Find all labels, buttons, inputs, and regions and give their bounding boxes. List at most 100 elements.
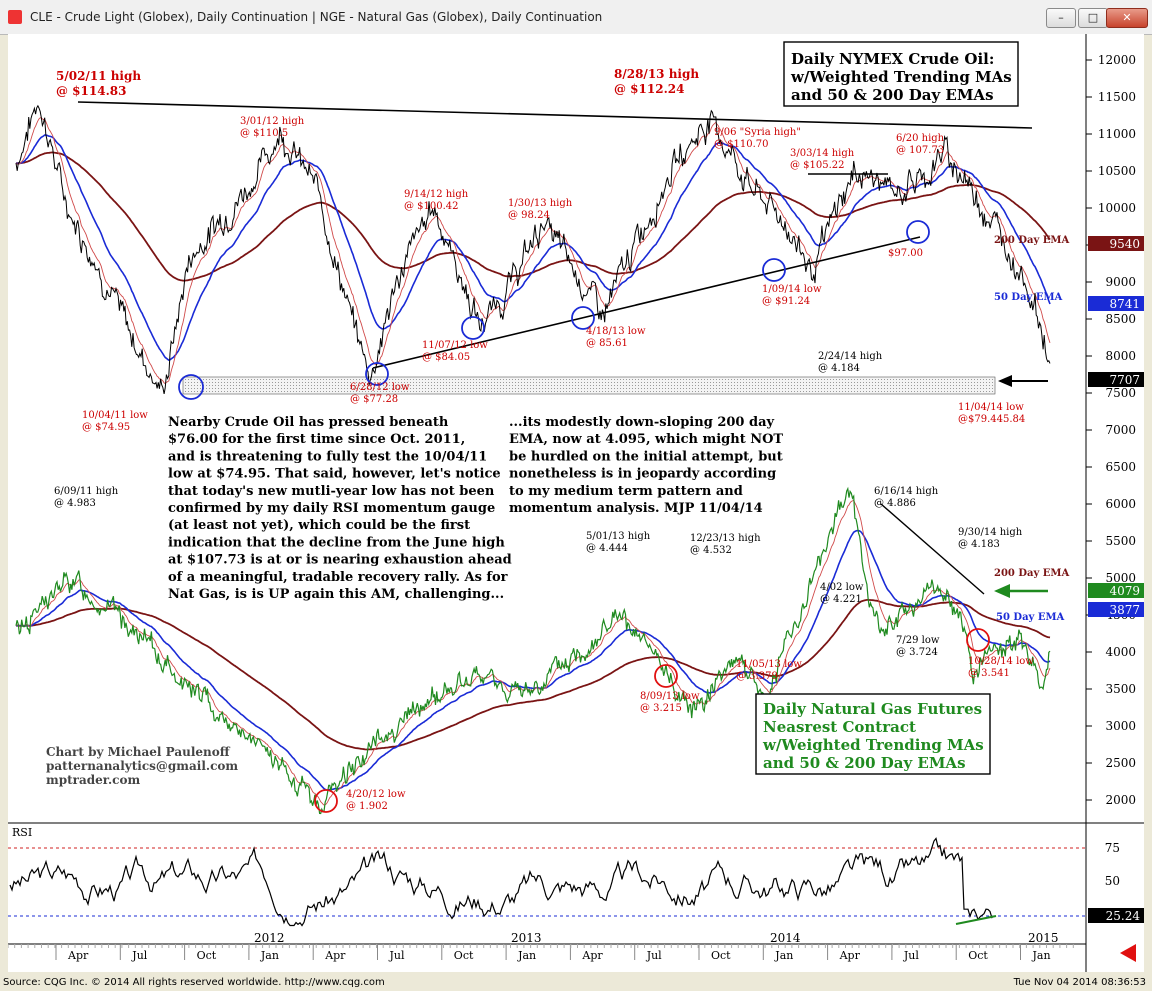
annotation-a3-line-1: 8/28/13 high <box>614 67 699 81</box>
gas-200-ema-line <box>16 599 1051 751</box>
circle-crude-low-2012 <box>365 362 389 386</box>
time-month-label: Jan <box>1032 949 1051 962</box>
annotation-a6-line-1: 6/20 high <box>896 133 945 144</box>
annotation-g10-line-1: 11/05/13 low <box>736 659 802 670</box>
gas-title-frame <box>755 693 991 775</box>
annotation-g4-line-1: 2/24/14 high <box>818 351 883 362</box>
crude-title-line-1: Daily NYMEX Crude Oil: <box>791 50 994 68</box>
rsi-value: 25.24 <box>1106 909 1141 923</box>
time-year-label: 2014 <box>770 931 801 945</box>
commentary-left-line: Nearby Crude Oil has pressed beneath <box>168 415 449 430</box>
time-month-label: Apr <box>324 949 346 962</box>
scroll-left-arrow-icon[interactable] <box>1120 944 1136 962</box>
commentary-left-line: Nat Gas, is is UP again this AM, challen… <box>168 587 504 602</box>
annotation-g7-line-1: 4/02 low <box>820 582 864 593</box>
price-tick-label: 7000 <box>1105 423 1136 437</box>
price-tick-label: 11000 <box>1098 127 1136 141</box>
rsi-line <box>9 837 993 927</box>
annotation-g10-line-2: @ 3.379 <box>736 671 778 682</box>
time-month-label: Jul <box>131 949 147 962</box>
price-tick-label: 12000 <box>1098 53 1136 67</box>
annotation-a2-line-2: @ $110.5 <box>240 128 288 139</box>
crude-price-line <box>15 104 1051 394</box>
annotation-a11-line-1: 4/18/13 low <box>586 326 646 337</box>
status-timestamp: Tue Nov 04 2014 08:36:53 <box>1013 977 1146 988</box>
time-month-label: Oct <box>197 949 217 962</box>
rsi-value-box <box>1088 908 1144 923</box>
gas-title-box: Daily Natural Gas Futures Neasrest Contr… <box>755 693 991 775</box>
rsi-divergence-line <box>955 915 997 925</box>
chart-frame: 1200011500110001050010000950090008500800… <box>7 34 1144 972</box>
minimize-button[interactable]: – <box>1046 8 1076 28</box>
rsi-tick-75: 75 <box>1105 841 1120 855</box>
crude-weighted-ma-line <box>15 117 1051 385</box>
annotation-a7-line-1: 9/14/12 high <box>404 189 469 200</box>
status-bar: Source: CQG Inc. © 2014 All rights reser… <box>0 974 1152 991</box>
annotation-g12-line-2: @ 1.902 <box>346 801 388 812</box>
crude-50-box-value: 8741 <box>1109 297 1140 311</box>
commentary-right-line: EMA, now at 4.095, which might NOT <box>509 432 783 447</box>
gas-200-ema-label: 200 Day EMA <box>994 568 1069 579</box>
annotation-a5-line-1: 3/03/14 high <box>790 148 855 159</box>
price-tick-label: 4000 <box>1105 645 1136 659</box>
annotation-g8-line-2: @ 3.724 <box>896 647 938 658</box>
commentary-right: ...its modestly down-sloping 200 day EMA,… <box>509 415 783 516</box>
crude-50-ema-line <box>15 134 1051 361</box>
indicator-labels: 200 Day EMA 50 Day EMA 200 Day EMA 50 Da… <box>994 235 1069 623</box>
gas-title-line-1: Daily Natural Gas Futures <box>763 700 982 718</box>
crude-200-ema-label: 200 Day EMA <box>994 235 1069 246</box>
annotation-g6-line-2: @ 4.183 <box>958 539 1000 550</box>
commentary-right-line: nonetheless is in jeopardy according <box>509 467 776 482</box>
gas-title-line-2: Neasrest Contract <box>763 718 916 736</box>
annotation-a7-line-2: @ $100.42 <box>404 201 459 212</box>
annotation-a15-line-1: 11/04/14 low <box>958 402 1024 413</box>
price-boxes: 9540 8741 7707 4079 3877 <box>1088 236 1144 617</box>
close-button[interactable]: ✕ <box>1106 8 1148 28</box>
crude-layer <box>15 104 1051 394</box>
crude-title-line-2: w/Weighted Trending MAs <box>790 68 1012 86</box>
annotation-a15-line-2: @$79.445.84 <box>958 414 1025 425</box>
commentary-right-line: momentum analysis. MJP 11/04/14 <box>509 501 763 516</box>
circle-crude-low-2011 <box>178 374 204 400</box>
credit-line: mptrader.com <box>46 773 140 787</box>
commentary-left-line: at $107.73 is at or is nearing exhaustio… <box>168 553 512 568</box>
circle-crude-low-nov12 <box>461 316 485 340</box>
maximize-button[interactable]: □ <box>1078 8 1108 28</box>
rsi-tick-50: 50 <box>1105 874 1120 888</box>
commentary-right-bg <box>506 412 778 518</box>
time-month-label: Oct <box>968 949 988 962</box>
commentary-right-line: ...its modestly down-sloping 200 day <box>509 415 774 430</box>
annotation-a8-line-1: 1/30/13 high <box>508 198 573 209</box>
gas-last-box-value: 4079 <box>1109 584 1140 598</box>
annotation-g12-line-1: 4/20/12 low <box>346 789 406 800</box>
time-year-label: 2015 <box>1028 931 1059 945</box>
annotation-g4-line-2: @ 4.184 <box>818 363 860 374</box>
commentary-right-line: be hurdled on the initial attempt, but <box>509 449 783 464</box>
gas-title-line-4: and 50 & 200 Day EMAs <box>763 754 966 772</box>
annotation-a4-line-1: 9/06 "Syria high" <box>714 127 801 138</box>
window-title: CLE - Crude Light (Globex), Daily Contin… <box>30 10 603 24</box>
annotation-a2-line-1: 3/01/12 high <box>240 116 305 127</box>
crude-arrow-icon <box>998 375 1012 387</box>
gas-arrow-icon <box>994 584 1010 598</box>
gas-layer <box>15 486 1051 815</box>
crude-50-box <box>1088 296 1144 311</box>
gas-price-line <box>15 486 1051 815</box>
time-month-label: Jul <box>903 949 919 962</box>
crude-resistance-trendline <box>77 101 1033 129</box>
price-tick-label: 5500 <box>1105 534 1136 548</box>
gas-50-ema-label: 50 Day EMA <box>996 612 1065 623</box>
credit-line: patternanalytics@gmail.com <box>46 759 238 773</box>
circle-crude-97 <box>906 220 930 244</box>
annotation-g11-line-1: 8/09/13 low <box>640 691 700 702</box>
annotation-a13-line-2: @ $77.28 <box>350 394 398 405</box>
gas-50-ema-line <box>15 529 1051 791</box>
annotation-a4-line-2: @ $110.70 <box>714 139 769 150</box>
price-chart[interactable]: 1200011500110001050010000950090008500800… <box>7 34 1144 972</box>
time-axis: Apr Jul Oct Jan Apr Jul Oct Jan Apr Jul Oct Jan Apr J… <box>7 931 1074 962</box>
highlight-circles <box>178 220 990 813</box>
price-tick-label: 10000 <box>1098 201 1136 215</box>
annotation-a8-line-2: @ 98.24 <box>508 210 550 221</box>
time-month-label: Jul <box>646 949 662 962</box>
time-month-label: Apr <box>67 949 89 962</box>
